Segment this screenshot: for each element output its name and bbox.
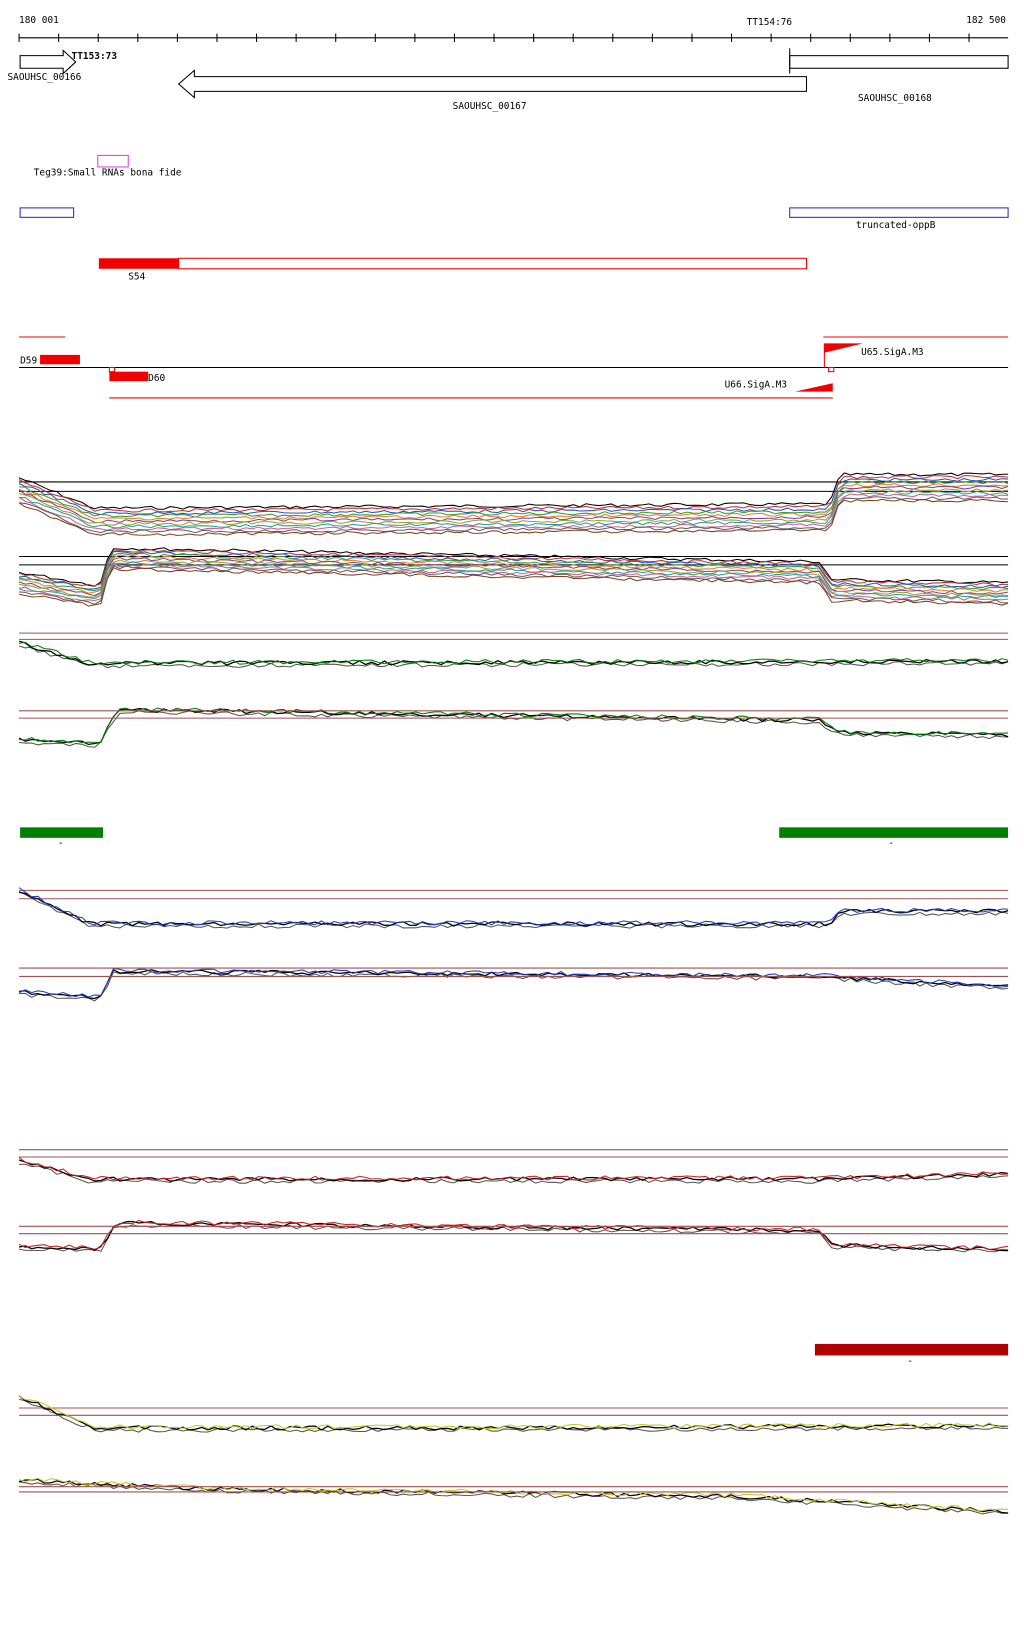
trace <box>18 483 1009 521</box>
trace <box>18 891 1009 927</box>
segment-fill <box>109 371 149 382</box>
trace <box>18 1159 1009 1182</box>
trace <box>18 493 1009 531</box>
trace <box>18 1157 1009 1181</box>
operon-label: truncated-oppB <box>856 220 936 231</box>
segment-tick <box>108 366 116 373</box>
trace <box>18 1398 1009 1433</box>
trace <box>19 707 1009 744</box>
segment-fill <box>98 258 179 269</box>
segment-label: D59 <box>20 355 37 366</box>
srna-box <box>97 154 129 168</box>
promoter <box>794 383 833 392</box>
trace <box>18 967 1009 998</box>
promoter-tick <box>828 366 835 373</box>
promoter <box>824 343 864 353</box>
trace <box>18 887 1009 926</box>
bar-label: - <box>907 1356 913 1367</box>
segment-fill <box>40 354 80 365</box>
trace <box>18 641 1009 665</box>
gene-box <box>789 55 1009 69</box>
trace <box>18 891 1009 929</box>
trace <box>18 547 1009 587</box>
srna-label: Teg39:Small RNAs bona fide <box>34 167 182 178</box>
trace <box>18 475 1009 513</box>
operon-box <box>789 207 1009 218</box>
trace <box>18 477 1009 516</box>
trace <box>18 1478 1009 1514</box>
trace <box>18 707 1009 746</box>
trace <box>19 480 1009 518</box>
trace <box>19 496 1009 534</box>
ruler-end: 182 500 <box>966 15 1006 26</box>
trace <box>18 552 1009 592</box>
gene-label: SAOUHSC_00167 <box>453 101 527 112</box>
trace <box>18 645 1009 669</box>
trace <box>19 490 1009 529</box>
segment-label: S54 <box>128 271 145 282</box>
segment-label: D60 <box>148 373 165 384</box>
gene-label: SAOUHSC_00168 <box>858 93 932 104</box>
operon-box <box>19 207 75 218</box>
ruler-start: 180 001 <box>19 15 59 26</box>
trace <box>18 563 1009 602</box>
gene-arrow <box>177 69 808 99</box>
promoter-label: U66.SigA.M3 <box>725 379 788 390</box>
bar-label: - <box>888 838 894 849</box>
segment-box <box>178 257 808 270</box>
ruler-marker: TT154:76 <box>747 17 793 28</box>
region-bar <box>779 827 1009 838</box>
trace <box>18 1219 1009 1251</box>
trace <box>18 485 1009 524</box>
trace <box>18 1395 1009 1431</box>
trace <box>18 559 1009 598</box>
gene-label: SAOUHSC_00166 <box>8 72 82 83</box>
ruler-marker: TT153:73 <box>72 51 118 62</box>
region-bar <box>814 1343 1009 1356</box>
trace <box>18 550 1009 590</box>
trace <box>18 488 1009 526</box>
trace <box>18 498 1009 537</box>
trace <box>19 710 1009 748</box>
trace <box>18 567 1009 607</box>
promoter-label: U65.SigA.M3 <box>861 347 924 358</box>
trace <box>18 549 1009 587</box>
trace <box>19 554 1009 594</box>
expression-tracks <box>18 472 1009 1515</box>
trace <box>18 472 1009 510</box>
gene-arrow <box>19 49 77 75</box>
bar-label: - <box>58 838 64 849</box>
trace <box>18 561 1009 600</box>
trace <box>19 565 1009 606</box>
region-bar <box>20 827 104 838</box>
trace <box>18 1395 1009 1430</box>
